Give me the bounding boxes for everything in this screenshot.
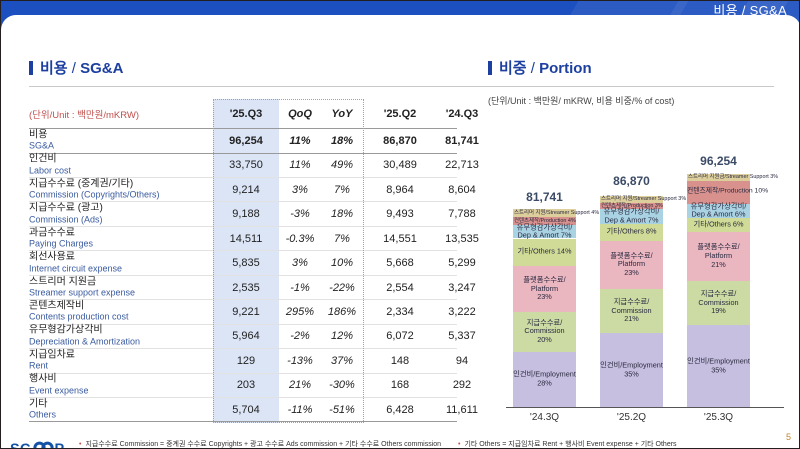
svg-text:P: P xyxy=(55,442,65,449)
svg-text:C: C xyxy=(20,442,31,449)
svg-text:S: S xyxy=(10,442,20,449)
